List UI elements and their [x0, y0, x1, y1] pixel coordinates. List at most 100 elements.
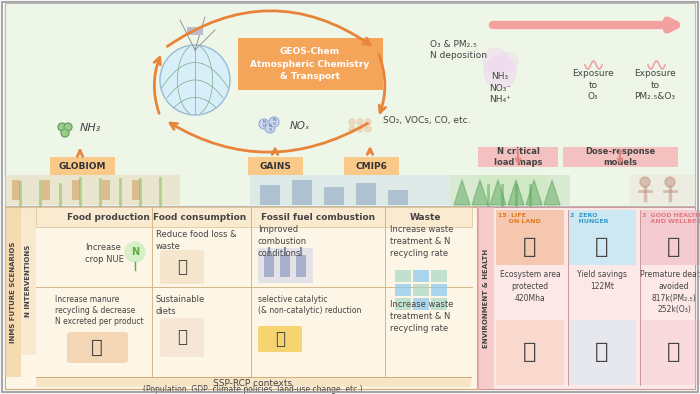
- Circle shape: [357, 119, 363, 125]
- Text: NH₃: NH₃: [80, 123, 101, 133]
- Circle shape: [160, 45, 230, 115]
- Text: 🌍: 🌍: [524, 342, 537, 362]
- Text: Yield savings
122Mt: Yield savings 122Mt: [577, 270, 627, 291]
- Text: 2  ZERO
    HUNGER: 2 ZERO HUNGER: [570, 213, 608, 224]
- Bar: [395, 270, 411, 282]
- Text: N
O: N O: [272, 118, 276, 126]
- Text: GLOBIOM: GLOBIOM: [58, 162, 106, 171]
- Bar: [50, 157, 115, 175]
- Circle shape: [484, 56, 516, 88]
- Bar: [431, 284, 447, 296]
- Bar: [431, 270, 447, 282]
- Bar: [296, 255, 306, 277]
- Text: N
O: N O: [268, 124, 272, 132]
- Text: Increase manure
recycling & decrease
N excreted per product: Increase manure recycling & decrease N e…: [55, 295, 144, 326]
- Bar: [395, 284, 411, 296]
- Text: Increase
crop NUE: Increase crop NUE: [85, 243, 124, 264]
- Circle shape: [349, 126, 355, 132]
- Text: Fossil fuel combustion: Fossil fuel combustion: [261, 212, 375, 221]
- Text: Exposure
to
PM₂.₅&O₃: Exposure to PM₂.₅&O₃: [634, 69, 676, 101]
- Text: 🥗: 🥗: [177, 258, 187, 276]
- Polygon shape: [472, 180, 488, 205]
- Polygon shape: [544, 180, 560, 205]
- Bar: [450, 175, 570, 205]
- Circle shape: [365, 119, 371, 125]
- Circle shape: [498, 52, 518, 72]
- Bar: [356, 183, 376, 205]
- Text: N critical
load maps: N critical load maps: [494, 147, 542, 167]
- Text: SO₂, VOCs, CO, etc.: SO₂, VOCs, CO, etc.: [383, 115, 470, 125]
- Circle shape: [349, 119, 355, 125]
- Text: Exposure
to
O₃: Exposure to O₃: [572, 69, 614, 101]
- Bar: [251, 207, 385, 227]
- Text: 🚌: 🚌: [275, 330, 285, 348]
- Bar: [5, 175, 180, 205]
- Text: 🥙: 🥙: [177, 328, 187, 346]
- Text: 🌳: 🌳: [524, 237, 537, 257]
- Bar: [630, 175, 695, 205]
- Text: 🌾: 🌾: [595, 342, 609, 362]
- Circle shape: [265, 123, 275, 133]
- Bar: [431, 298, 447, 310]
- Bar: [385, 207, 472, 227]
- Text: Reduce food loss &
waste: Reduce food loss & waste: [156, 230, 237, 251]
- Text: Increase waste
treatment & N
recycling rate: Increase waste treatment & N recycling r…: [390, 225, 454, 258]
- Bar: [250, 175, 450, 205]
- Bar: [478, 207, 695, 389]
- Bar: [563, 147, 678, 167]
- Bar: [478, 175, 548, 205]
- Bar: [280, 255, 290, 277]
- Bar: [640, 320, 700, 385]
- Polygon shape: [508, 180, 524, 205]
- Text: N INTERVENTIONS: N INTERVENTIONS: [25, 245, 31, 317]
- Bar: [640, 210, 700, 265]
- Bar: [12, 180, 20, 200]
- Circle shape: [483, 48, 507, 72]
- Text: O₃ & PM₂.₅
N deposition: O₃ & PM₂.₅ N deposition: [430, 40, 487, 60]
- Text: 15  LIFE
     ON LAND: 15 LIFE ON LAND: [498, 213, 541, 224]
- Text: CMIP6: CMIP6: [355, 162, 387, 171]
- Bar: [568, 210, 636, 265]
- Bar: [292, 180, 312, 205]
- Bar: [36, 207, 152, 227]
- FancyBboxPatch shape: [67, 332, 128, 363]
- Circle shape: [665, 177, 675, 187]
- Text: NOₓ: NOₓ: [290, 121, 311, 131]
- Circle shape: [259, 119, 269, 129]
- Text: 🍲: 🍲: [595, 237, 609, 257]
- Text: Sustainable
diets: Sustainable diets: [156, 295, 205, 316]
- Circle shape: [640, 177, 650, 187]
- Bar: [344, 157, 399, 175]
- Bar: [324, 187, 344, 205]
- Bar: [395, 298, 411, 310]
- Bar: [21, 207, 36, 355]
- Bar: [187, 27, 203, 35]
- Text: NH₃
NO₃⁻
NH₄⁺: NH₃ NO₃⁻ NH₄⁺: [489, 72, 511, 104]
- Bar: [132, 180, 140, 200]
- FancyBboxPatch shape: [160, 250, 204, 284]
- Text: Premature deaths
avoided
817k(PM₂.₅)
252k(O₃): Premature deaths avoided 817k(PM₂.₅) 252…: [640, 270, 700, 314]
- Text: Dose-response
models: Dose-response models: [585, 147, 655, 167]
- Bar: [42, 180, 50, 200]
- Text: (Population, GDP, climate policies, land-use change, etc.): (Population, GDP, climate policies, land…: [144, 385, 363, 394]
- Text: Increase waste
treatment & N
recycling rate: Increase waste treatment & N recycling r…: [390, 300, 454, 333]
- Bar: [496, 210, 564, 265]
- Bar: [413, 284, 429, 296]
- Text: INMS FUTURE SCENARIOS: INMS FUTURE SCENARIOS: [10, 241, 16, 343]
- Text: SSP-RCP contexts: SSP-RCP contexts: [214, 379, 293, 388]
- Text: Improved
combustion
conditions: Improved combustion conditions: [258, 225, 307, 258]
- FancyBboxPatch shape: [160, 318, 204, 357]
- Bar: [36, 377, 471, 387]
- Circle shape: [64, 123, 72, 131]
- Bar: [264, 255, 274, 277]
- Polygon shape: [526, 180, 542, 205]
- Polygon shape: [454, 180, 470, 205]
- Bar: [388, 190, 408, 205]
- Bar: [152, 207, 251, 227]
- Bar: [478, 207, 494, 389]
- Text: selective catalytic
(& non-catalytic) reduction: selective catalytic (& non-catalytic) re…: [258, 295, 361, 315]
- Text: Waste: Waste: [410, 212, 441, 221]
- Bar: [413, 270, 429, 282]
- Text: N: N: [131, 247, 139, 257]
- Circle shape: [365, 126, 371, 132]
